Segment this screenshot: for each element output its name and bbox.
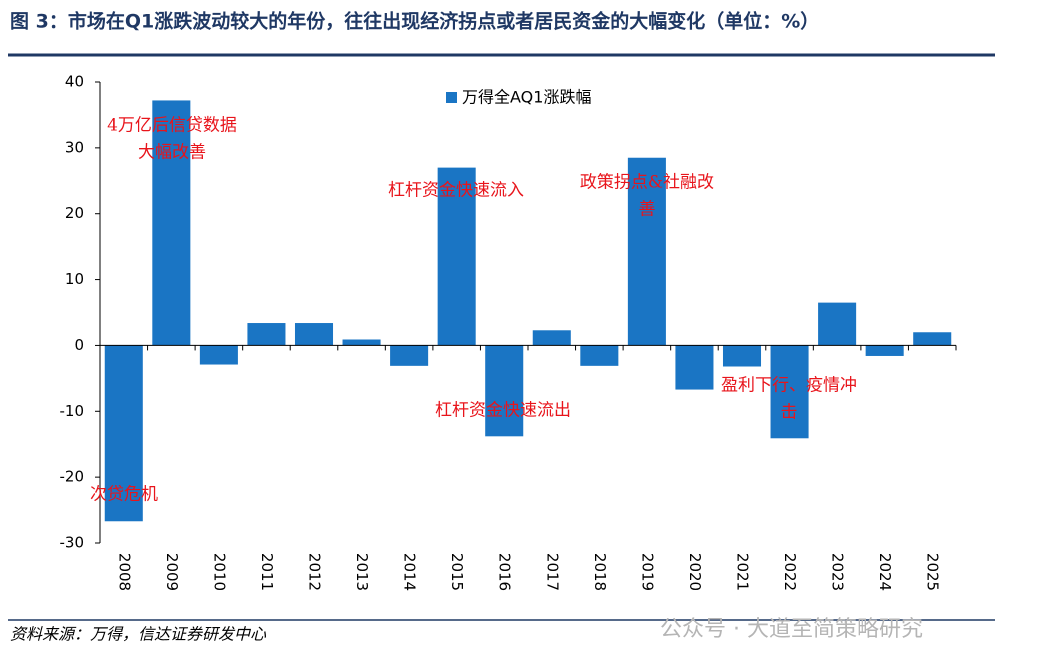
bar (104, 345, 143, 522)
y-tick-label: -20 (60, 468, 85, 486)
x-tick-label: 2008 (115, 553, 133, 591)
x-tick-label: 2017 (543, 553, 561, 591)
x-tick-label: 2022 (781, 553, 799, 591)
annotation: 盈利下行、疫情冲 (721, 376, 857, 396)
bar (437, 167, 476, 346)
x-tick-label: 2015 (448, 553, 466, 591)
legend-label: 万得全AQ1涨跌幅 (462, 88, 591, 107)
bar (390, 345, 429, 366)
annotation: 大幅改善 (138, 143, 206, 163)
x-tick-label: 2014 (401, 553, 419, 591)
bar (152, 100, 191, 346)
bar (722, 345, 762, 367)
bar (865, 345, 904, 356)
x-tick-label: 2012 (306, 553, 324, 591)
x-tick-label: 2018 (591, 553, 609, 591)
annotation: 善 (639, 200, 656, 220)
bar (199, 345, 238, 365)
bar (485, 345, 524, 437)
x-tick-label: 2025 (924, 553, 942, 591)
x-tick-label: 2020 (686, 553, 704, 591)
watermark: 公众号 · 大道至简策略研究 (660, 617, 923, 642)
y-tick-label: 30 (65, 138, 84, 156)
bar (342, 339, 381, 346)
annotation: 击 (781, 403, 798, 423)
bar (294, 323, 334, 346)
bar (770, 345, 809, 439)
y-tick-label: -10 (60, 402, 85, 420)
bar (913, 332, 952, 346)
bar (580, 345, 619, 366)
x-tick-label: 2013 (353, 553, 371, 591)
chart-title: 图 3：市场在Q1涨跌波动较大的年份，往往出现经济拐点或者居民资金的大幅变化（单… (10, 10, 819, 33)
x-tick-label: 2023 (829, 553, 847, 591)
annotation: 4万亿后信贷数据 (107, 116, 237, 136)
legend-swatch (446, 92, 457, 103)
bar (818, 302, 857, 346)
annotation: 杠杆资金快速流出 (435, 401, 571, 421)
bar (532, 330, 571, 346)
x-tick-label: 2024 (876, 553, 894, 591)
x-tick-label: 2011 (258, 553, 276, 591)
x-tick-label: 2019 (638, 553, 656, 591)
bar (627, 157, 666, 346)
bar (247, 323, 286, 346)
x-tick-label: 2021 (734, 553, 752, 591)
bar (675, 345, 714, 390)
annotation: 政策拐点&社融改 (580, 173, 714, 193)
annotation: 次贷危机 (90, 485, 158, 505)
y-tick-label: -30 (60, 534, 85, 552)
y-tick-label: 20 (65, 204, 84, 222)
source-note: 资料来源：万得，信达证券研发中心 (10, 625, 267, 644)
x-tick-label: 2009 (163, 553, 181, 591)
y-tick-label: 0 (74, 336, 84, 354)
y-tick-label: 10 (65, 270, 84, 288)
annotation: 杠杆资金快速流入 (388, 181, 524, 201)
x-tick-label: 2010 (210, 553, 228, 591)
x-tick-label: 2016 (496, 553, 514, 591)
y-tick-label: 40 (65, 73, 84, 91)
